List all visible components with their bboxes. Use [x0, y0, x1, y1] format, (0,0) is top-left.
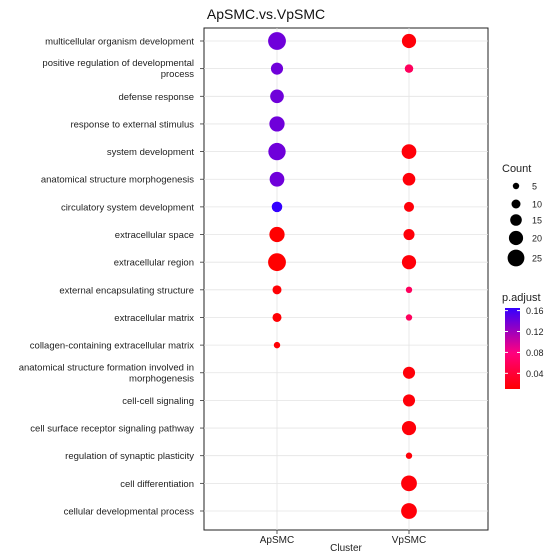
data-point — [401, 420, 417, 436]
data-point — [270, 62, 284, 75]
data-point — [401, 33, 417, 49]
data-point — [403, 228, 415, 241]
y-tick-label: extracellular space — [115, 230, 194, 241]
y-tick-label: regulation of synaptic plasticity — [65, 451, 194, 462]
x-axis-labels: ApSMC VpSMC — [260, 530, 426, 546]
data-point — [272, 285, 282, 295]
y-axis-labels: multicellular organism development positi… — [19, 37, 204, 518]
x-tick-label: VpSMC — [392, 535, 426, 546]
y-tick-label: cell-cell signaling — [122, 396, 194, 407]
count-legend-dot — [507, 249, 525, 267]
data-point — [405, 314, 413, 321]
data-point — [404, 64, 414, 73]
chart-title: ApSMC.vs.VpSMC — [207, 6, 325, 22]
data-points — [268, 32, 417, 519]
data-point — [401, 475, 417, 492]
data-point — [401, 255, 417, 270]
count-legend-dot — [511, 199, 521, 209]
p-adjust-colorbar — [505, 308, 520, 389]
data-point — [271, 201, 283, 213]
y-tick-label: extracellular region — [114, 258, 194, 269]
data-point — [402, 394, 416, 407]
data-point — [268, 142, 286, 161]
y-tick-label: external encapsulating structure — [59, 285, 194, 296]
count-legend-label: 5 — [532, 182, 537, 192]
count-legend: Count 5 10 15 20 25 — [502, 163, 542, 267]
count-legend-dot — [508, 230, 524, 246]
y-tick-label: extracellular matrix — [114, 313, 194, 324]
data-point — [270, 89, 284, 104]
count-legend-label: 10 — [532, 200, 542, 210]
p-adjust-legend-title: p.adjust — [502, 292, 541, 304]
count-legend-title: Count — [502, 163, 531, 175]
colorbar-label: 0.16 — [526, 306, 544, 316]
count-legend-dot — [510, 214, 522, 226]
y-tick-label: cell surface receptor signaling pathway — [30, 424, 194, 435]
plot-panel — [203, 27, 489, 531]
data-point — [272, 312, 282, 322]
grid-lines — [204, 28, 488, 530]
y-tick-label: cellular developmental process — [64, 507, 195, 518]
y-tick-label: positive regulation of developmental proc… — [42, 58, 194, 80]
y-tick-label: system development — [107, 147, 194, 158]
data-point — [401, 144, 417, 159]
p-adjust-legend: p.adjust 0.04 0.08 0.12 0.16 — [502, 292, 544, 389]
data-point — [405, 452, 413, 459]
data-point — [402, 366, 416, 379]
y-tick-label: collagen-containing extracellular matrix — [30, 341, 194, 352]
colorbar-label: 0.08 — [526, 348, 544, 358]
data-point — [273, 341, 281, 349]
x-axis-title: Cluster — [330, 543, 362, 554]
data-point — [403, 201, 415, 212]
count-legend-label: 15 — [532, 216, 542, 226]
y-tick-label: defense response — [118, 92, 194, 103]
data-point — [402, 172, 416, 186]
count-legend-label: 25 — [532, 254, 542, 264]
y-tick-label: response to external stimulus — [70, 119, 194, 130]
data-point — [269, 171, 285, 187]
y-tick-label: cell differentiation — [120, 479, 194, 490]
colorbar-label: 0.12 — [526, 327, 544, 337]
data-point — [268, 32, 286, 50]
y-tick-label: anatomical structure formation involved … — [19, 362, 195, 384]
count-legend-label: 20 — [532, 234, 542, 244]
y-tick-label: multicellular organism development — [45, 37, 194, 48]
y-tick-label: anatomical structure morphogenesis — [41, 175, 194, 186]
colorbar-label: 0.04 — [526, 369, 544, 379]
data-point — [269, 116, 285, 132]
data-point — [269, 226, 285, 243]
data-point — [405, 286, 413, 294]
x-tick-label: ApSMC — [260, 535, 294, 546]
data-point — [268, 253, 286, 272]
data-point — [401, 503, 417, 519]
count-legend-dot — [512, 182, 520, 190]
y-tick-label: circulatory system development — [61, 202, 194, 213]
